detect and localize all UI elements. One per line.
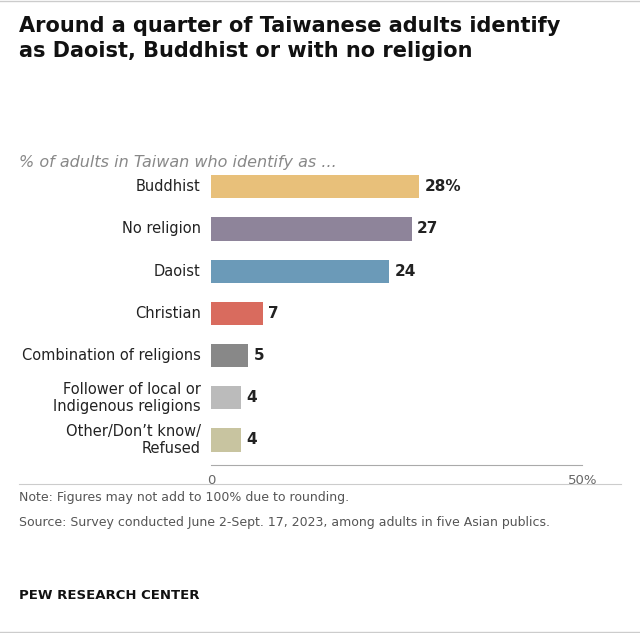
- Text: 5: 5: [253, 348, 264, 363]
- Bar: [211, 302, 263, 325]
- Bar: [211, 260, 389, 283]
- Bar: [211, 217, 412, 241]
- Bar: [211, 386, 241, 410]
- Text: % of adults in Taiwan who identify as ...: % of adults in Taiwan who identify as ..…: [19, 155, 337, 170]
- Text: 27: 27: [417, 222, 438, 237]
- Text: Source: Survey conducted June 2-Sept. 17, 2023, among adults in five Asian publi: Source: Survey conducted June 2-Sept. 17…: [19, 516, 550, 529]
- Text: 7: 7: [268, 306, 279, 321]
- Text: 24: 24: [395, 263, 416, 279]
- Bar: [211, 429, 241, 451]
- Text: 4: 4: [246, 432, 257, 448]
- Text: PEW RESEARCH CENTER: PEW RESEARCH CENTER: [19, 589, 200, 602]
- Text: Around a quarter of Taiwanese adults identify
as Daoist, Buddhist or with no rel: Around a quarter of Taiwanese adults ide…: [19, 16, 561, 61]
- Text: Note: Figures may not add to 100% due to rounding.: Note: Figures may not add to 100% due to…: [19, 491, 349, 504]
- Bar: [211, 344, 248, 367]
- Bar: [211, 175, 419, 198]
- Text: 4: 4: [246, 390, 257, 405]
- Text: 28%: 28%: [424, 179, 461, 194]
